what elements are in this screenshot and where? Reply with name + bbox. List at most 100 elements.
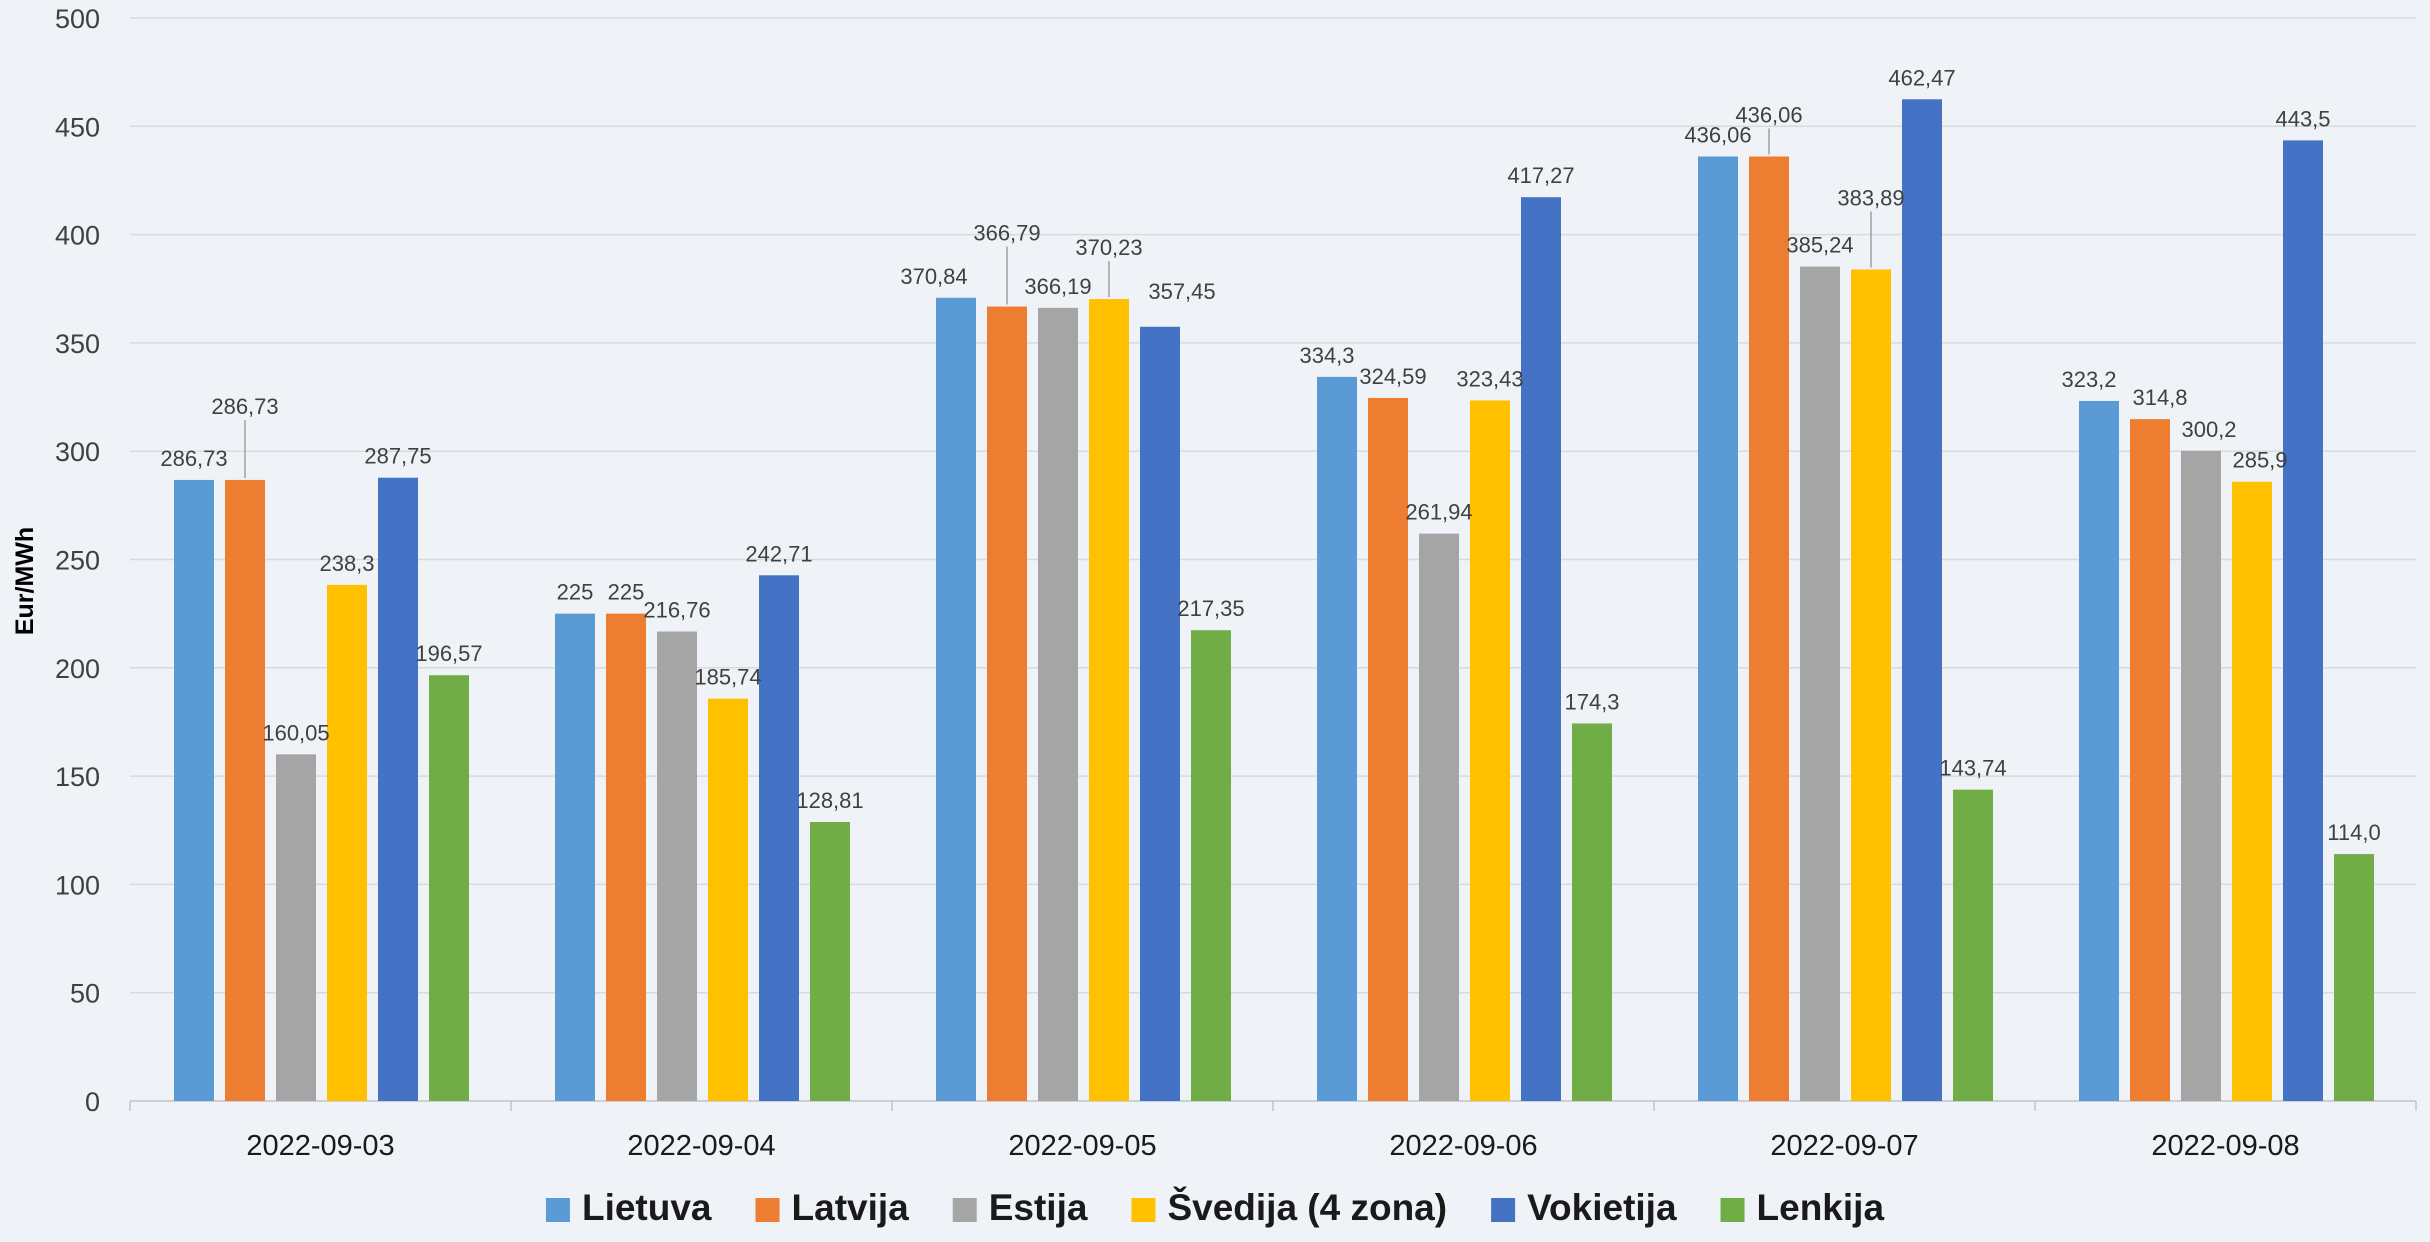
bar <box>987 306 1027 1102</box>
bar <box>429 675 469 1101</box>
data-label: 225 <box>557 580 594 605</box>
data-label: 436,06 <box>1684 122 1751 147</box>
bar <box>1698 156 1738 1102</box>
legend: Lietuva Latvija Estija Švedija (4 zona) Voki… <box>545 1186 1885 1228</box>
data-label: 323,2 <box>2061 367 2116 392</box>
data-label: 370,23 <box>1075 235 1142 260</box>
bar <box>555 613 595 1101</box>
legend-label: Lietuva <box>582 1187 712 1228</box>
bar <box>174 479 214 1101</box>
bar <box>2130 419 2170 1101</box>
bar <box>810 821 850 1101</box>
y-tick-label: 450 <box>55 112 100 142</box>
bar <box>1368 397 1408 1101</box>
x-tick-label: 2022-09-04 <box>627 1130 775 1162</box>
data-label: 436,06 <box>1735 102 1802 127</box>
bar <box>708 698 748 1101</box>
y-tick-label: 400 <box>55 221 100 251</box>
data-label: 114,0 <box>2327 820 2380 845</box>
data-label: 366,79 <box>973 221 1040 246</box>
data-label: 196,57 <box>415 641 482 666</box>
bar <box>1749 156 1789 1102</box>
data-label: 238,3 <box>319 551 374 576</box>
data-labels: 286,73 225 370,84 334,3 436,06 323,2 286,73 225… <box>160 65 2380 845</box>
bar <box>1191 630 1231 1101</box>
y-axis-ticks: 0 50 100 150 200 250 300 350 400 450 500 <box>55 4 100 1117</box>
legend-item: Lietuva <box>545 1187 712 1228</box>
y-axis-label: Eur/MWh <box>11 527 39 635</box>
bar <box>1851 269 1891 1101</box>
legend-swatch <box>1131 1198 1156 1222</box>
data-label: 300,2 <box>2181 417 2236 442</box>
bar <box>1038 307 1078 1101</box>
y-tick-label: 500 <box>55 4 100 34</box>
data-label: 216,76 <box>643 597 710 622</box>
bar <box>1800 266 1840 1101</box>
data-label: 383,89 <box>1837 185 1904 210</box>
x-axis: 2022-09-03 2022-09-04 2022-09-05 2022-09-06… <box>129 1100 2417 1162</box>
data-label: 370,84 <box>900 264 967 289</box>
legend-swatch <box>1720 1198 1745 1222</box>
data-label: 225 <box>608 580 645 605</box>
data-label: 334,3 <box>1299 343 1354 368</box>
bar <box>759 575 799 1101</box>
bar <box>606 613 646 1101</box>
y-tick-label: 0 <box>85 1087 100 1117</box>
legend-item: Lenkija <box>1720 1187 1885 1228</box>
y-tick-label: 300 <box>55 437 100 467</box>
legend-label: Švedija (4 zona) <box>1167 1186 1447 1228</box>
bar <box>1521 197 1561 1101</box>
data-label: 462,47 <box>1888 65 1955 90</box>
data-label: 261,94 <box>1405 500 1472 525</box>
data-label: 323,43 <box>1456 366 1523 391</box>
y-tick-label: 200 <box>55 654 100 684</box>
y-tick-label: 350 <box>55 329 100 359</box>
legend-swatch <box>755 1198 780 1222</box>
bar <box>1089 299 1129 1102</box>
legend-item: Švedija (4 zona) <box>1131 1186 1447 1228</box>
data-label: 385,24 <box>1786 233 1853 258</box>
data-label: 143,74 <box>1939 756 2006 781</box>
legend-label: Estija <box>989 1187 1088 1228</box>
y-tick-label: 150 <box>55 762 100 792</box>
bar <box>225 479 265 1101</box>
data-label: 128,81 <box>796 788 863 813</box>
legend-label: Lenkija <box>1757 1187 1885 1228</box>
legend-swatch <box>545 1198 570 1222</box>
bar <box>2232 481 2272 1101</box>
leader-lines <box>244 128 1872 478</box>
data-label: 217,35 <box>1177 596 1244 621</box>
data-label: 324,59 <box>1359 364 1426 389</box>
bar <box>2283 140 2323 1101</box>
bar <box>327 584 367 1101</box>
data-label: 357,45 <box>1148 279 1215 304</box>
bar <box>378 477 418 1101</box>
y-tick-label: 50 <box>70 979 100 1009</box>
bar <box>1140 326 1180 1101</box>
bar <box>1470 400 1510 1101</box>
y-tick-label: 250 <box>55 546 100 576</box>
data-label: 174,3 <box>1564 689 1619 714</box>
bar <box>2334 854 2374 1101</box>
bar <box>276 754 316 1101</box>
bars <box>174 99 2374 1102</box>
data-label: 185,74 <box>694 665 761 690</box>
bar <box>1902 99 1942 1101</box>
bar <box>936 297 976 1101</box>
legend-item: Estija <box>952 1187 1088 1228</box>
bar <box>1953 789 1993 1101</box>
bar <box>2079 400 2119 1101</box>
data-label: 314,8 <box>2132 385 2187 410</box>
x-tick-label: 2022-09-08 <box>2151 1130 2299 1162</box>
data-label: 443,5 <box>2275 106 2330 131</box>
bar <box>2181 450 2221 1101</box>
data-label: 286,73 <box>160 446 227 471</box>
x-tick-label: 2022-09-03 <box>246 1130 394 1162</box>
legend-swatch <box>1491 1198 1516 1222</box>
bar <box>657 631 697 1101</box>
data-label: 287,75 <box>364 444 431 469</box>
legend-label: Latvija <box>792 1187 910 1228</box>
legend-item: Vokietija <box>1491 1187 1677 1228</box>
y-tick-label: 100 <box>55 870 100 900</box>
